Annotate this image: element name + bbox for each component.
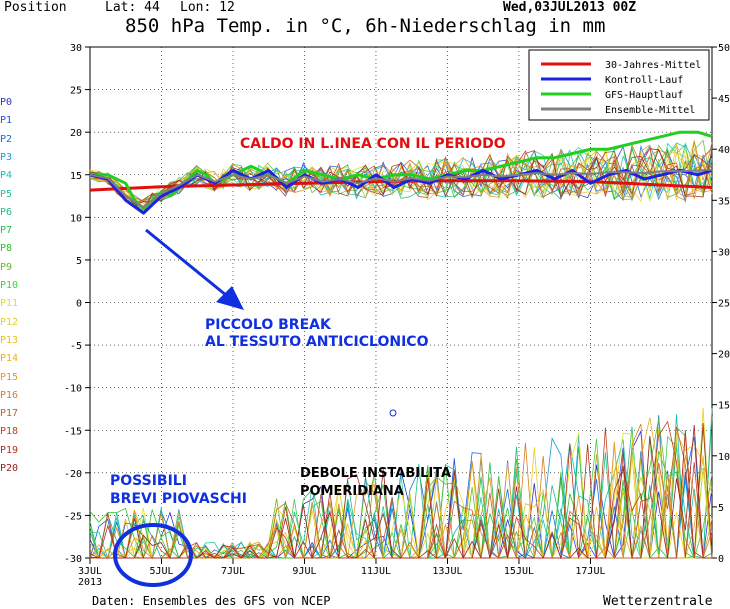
member-label: P12 (0, 316, 19, 328)
left-tick-label: -25 (64, 511, 82, 522)
right-tick-label: 0 (718, 554, 724, 565)
left-tick-label: 10 (70, 213, 82, 224)
member-label: P9 (0, 261, 13, 273)
annotation-ellipse (113, 523, 193, 587)
member-temp-line (89, 141, 713, 202)
member-label: P15 (0, 371, 19, 383)
left-tick-label: 20 (70, 128, 82, 139)
member-label: P6 (0, 206, 13, 218)
series-line-ensemble-mittel (89, 168, 713, 209)
x-tick-label: 13JUL (432, 566, 462, 577)
x-tick-label: 11JUL (361, 566, 391, 577)
right-tick-label: 5 (718, 503, 724, 514)
member-label: P0 (0, 97, 13, 108)
annotation-text: POSSIBILI (110, 473, 187, 489)
member-label: P11 (0, 298, 19, 310)
member-label: P3 (0, 151, 13, 163)
left-tick-label: 5 (76, 256, 82, 267)
annotation-text: PICCOLO BREAK (205, 317, 332, 333)
member-label: P18 (0, 426, 19, 438)
right-tick-label: 30 (718, 247, 730, 258)
data-source-label: Daten: Ensembles des GFS von NCEP (92, 594, 331, 608)
x-tick-label: 3JUL (78, 566, 102, 577)
longitude-label: Lon: 12 (180, 0, 235, 15)
member-label: P13 (0, 334, 19, 346)
left-tick-label: -10 (64, 384, 82, 395)
member-label: P17 (0, 408, 19, 420)
annotation-text: AL TESSUTO ANTICICLONICO (205, 334, 429, 350)
x-tick-label: 17JUL (575, 566, 605, 577)
legend-label: Kontroll-Lauf (605, 75, 683, 86)
x-tick-label: 5JUL (149, 566, 173, 577)
annotation-arrowhead (216, 286, 244, 310)
right-tick-label: 45 (718, 94, 730, 105)
annotation-text: BREVI PIOVASCHI (110, 491, 247, 507)
legend-label: GFS-Hauptlauf (605, 90, 683, 101)
member-label: P20 (0, 463, 19, 474)
annotation-text: POMERIDIANA (300, 484, 404, 499)
legend-label: 30-Jahres-Mittel (605, 60, 701, 71)
left-tick-label: 15 (70, 171, 82, 182)
member-label: P4 (0, 170, 13, 182)
right-tick-label: 20 (718, 350, 730, 361)
left-tick-label: 25 (70, 86, 82, 97)
member-label: P19 (0, 444, 19, 456)
annotation-arrow (145, 228, 233, 302)
x-tick-label: 7JUL (221, 566, 245, 577)
left-tick-label: -15 (64, 426, 82, 437)
member-label: P2 (0, 133, 13, 145)
x-tick-sublabel: 2013 (78, 577, 102, 588)
annotation-dot (389, 409, 397, 417)
member-label: P14 (0, 353, 19, 365)
chart-title: 850 hPa Temp. in °C, 6h-Niederschlag in … (125, 15, 606, 37)
left-tick-label: -20 (64, 469, 82, 480)
member-label: P5 (0, 188, 13, 200)
x-tick-label: 15JUL (504, 566, 534, 577)
member-label: P16 (0, 389, 19, 401)
x-tick-label: 9JUL (292, 566, 316, 577)
position-label: Position (4, 0, 67, 15)
left-tick-label: 30 (70, 43, 82, 54)
annotation-text: CALDO IN L.INEA CON IL PERIODO (240, 136, 506, 152)
member-precip-line (89, 424, 712, 560)
brand-label: Wetterzentrale (603, 594, 713, 609)
left-tick-label: -5 (70, 341, 82, 352)
right-tick-label: 40 (718, 145, 730, 156)
member-label: P8 (0, 243, 13, 255)
member-label: P1 (0, 115, 13, 127)
series-line-30-jahres-mittel (89, 179, 713, 192)
legend-label: Ensemble-Mittel (605, 105, 695, 116)
left-tick-label: 0 (76, 299, 82, 310)
right-tick-label: 50 (718, 43, 730, 54)
annotation-text: DEBOLE INSTABILITA (300, 466, 451, 481)
right-tick-label: 25 (718, 299, 730, 310)
right-tick-label: 15 (718, 401, 730, 412)
run-timestamp: Wed,03JUL2013 00Z (503, 0, 637, 15)
latitude-label: Lat: 44 (105, 0, 160, 15)
member-precip-line (89, 441, 713, 559)
member-label: P7 (0, 225, 13, 237)
right-tick-label: 35 (718, 196, 730, 207)
member-label: P10 (0, 280, 19, 291)
right-tick-label: 10 (718, 452, 730, 463)
left-tick-label: -30 (64, 554, 82, 565)
